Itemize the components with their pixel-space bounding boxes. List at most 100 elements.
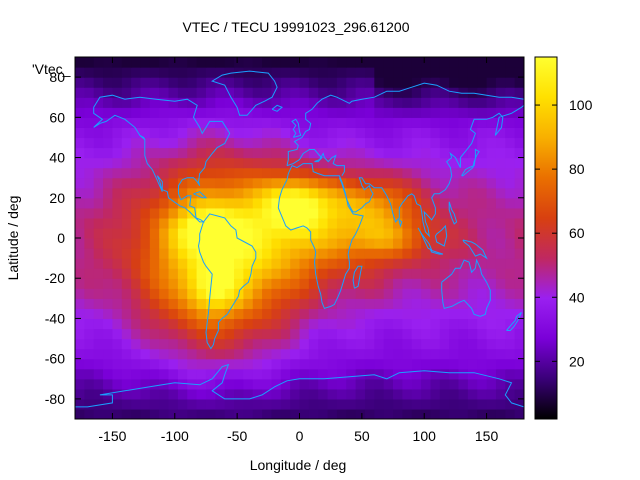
heatmap-cell: [430, 368, 441, 380]
heatmap-cell: [393, 197, 403, 209]
heatmap-cell: [402, 117, 413, 128]
heatmap-cell: [393, 177, 403, 189]
heatmap-cell: [477, 308, 488, 320]
heatmap-cell: [271, 308, 282, 320]
heatmap-cell: [299, 268, 310, 279]
heatmap-cell: [159, 398, 170, 410]
heatmap-cell: [449, 368, 460, 380]
heatmap-cell: [121, 408, 132, 419]
heatmap-cell: [364, 107, 375, 118]
heatmap-cell: [439, 368, 450, 380]
heatmap-cell: [458, 217, 469, 229]
heatmap-cell: [224, 408, 235, 419]
heatmap-cell: [84, 127, 95, 139]
heatmap-cell: [140, 197, 151, 209]
heatmap-cell: [177, 207, 188, 219]
heatmap-cell: [149, 298, 160, 309]
heatmap-cell: [393, 227, 403, 239]
heatmap-cell: [187, 238, 198, 249]
heatmap-cell: [505, 197, 516, 209]
heatmap-cell: [252, 368, 263, 380]
heatmap-cell: [505, 107, 516, 118]
heatmap-cell: [271, 87, 282, 98]
heatmap-cell: [280, 248, 291, 259]
heatmap-cell: [402, 87, 413, 98]
heatmap-cell: [280, 87, 291, 98]
heatmap-cell: [411, 207, 422, 219]
heatmap-cell: [327, 57, 338, 68]
heatmap-cell: [187, 398, 198, 410]
heatmap-cell: [140, 227, 151, 239]
heatmap-cell: [290, 238, 301, 249]
heatmap-cell: [112, 388, 123, 400]
heatmap-cell: [84, 117, 95, 128]
heatmap-cell: [224, 348, 235, 360]
heatmap-cell: [514, 87, 524, 98]
heatmap-cell: [421, 318, 432, 330]
heatmap-cell: [411, 187, 422, 199]
heatmap-cell: [336, 107, 347, 118]
heatmap-cell: [159, 328, 170, 340]
heatmap-cell: [402, 238, 413, 249]
heatmap-cell: [271, 147, 282, 159]
heatmap-cell: [215, 67, 226, 78]
heatmap-cell: [215, 248, 226, 259]
heatmap-cell: [486, 147, 497, 159]
heatmap-cell: [402, 248, 413, 259]
heatmap-cell: [430, 318, 441, 330]
heatmap-cell: [75, 127, 85, 139]
heatmap-cell: [421, 87, 432, 98]
heatmap-cell: [495, 248, 506, 259]
heatmap-cell: [290, 217, 301, 229]
heatmap-cell: [112, 408, 123, 419]
heatmap-cell: [505, 137, 516, 149]
y-tick-label: 0: [57, 230, 65, 246]
heatmap-cell: [121, 107, 132, 118]
heatmap-cell: [421, 398, 432, 410]
heatmap-cell: [103, 207, 114, 219]
heatmap-cell: [514, 197, 524, 209]
heatmap-cell: [402, 328, 413, 340]
heatmap-cell: [449, 408, 460, 419]
heatmap-cell: [299, 238, 310, 249]
heatmap-cell: [252, 167, 263, 179]
heatmap-cell: [486, 57, 497, 68]
heatmap-cell: [168, 248, 179, 259]
heatmap-cell: [140, 177, 151, 189]
heatmap-cell: [75, 388, 85, 400]
heatmap-cell: [430, 57, 441, 68]
heatmap-cell: [364, 77, 375, 88]
heatmap-cell: [449, 318, 460, 330]
heatmap-cell: [215, 137, 226, 149]
heatmap-cell: [430, 77, 441, 88]
heatmap-cell: [439, 177, 450, 189]
heatmap-cell: [280, 167, 291, 179]
heatmap-cell: [159, 157, 170, 169]
heatmap-cell: [299, 348, 310, 360]
heatmap-cell: [393, 408, 403, 419]
heatmap-cell: [402, 77, 413, 88]
heatmap-cell: [84, 167, 95, 179]
heatmap-cell: [224, 207, 235, 219]
heatmap-cell: [505, 57, 516, 68]
heatmap-cell: [290, 117, 301, 128]
heatmap-cell: [215, 127, 226, 139]
heatmap-cell: [336, 238, 347, 249]
heatmap-cell: [327, 368, 338, 380]
heatmap-cell: [93, 378, 104, 390]
heatmap-cell: [346, 177, 357, 189]
heatmap-cell: [308, 57, 319, 68]
heatmap-cell: [131, 117, 142, 128]
heatmap-cell: [514, 107, 524, 118]
heatmap-cell: [224, 368, 235, 380]
heatmap-cell: [224, 238, 235, 249]
heatmap-cell: [224, 107, 235, 118]
heatmap-cell: [177, 268, 188, 279]
heatmap-cell: [112, 227, 123, 239]
heatmap-cell: [318, 167, 329, 179]
heatmap-cell: [505, 238, 516, 249]
heatmap-cell: [374, 328, 385, 340]
heatmap-cell: [364, 258, 375, 269]
heatmap-cell: [159, 87, 170, 98]
heatmap-cell: [187, 227, 198, 239]
